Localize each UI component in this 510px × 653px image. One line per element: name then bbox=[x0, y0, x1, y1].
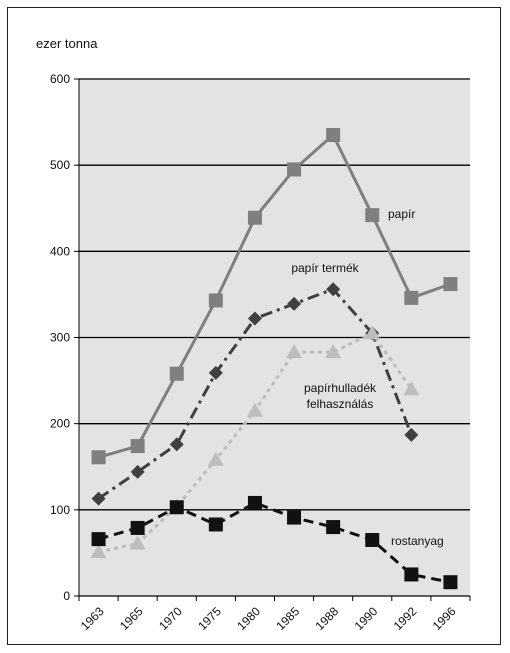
series-label: papír termék bbox=[291, 261, 359, 275]
data-point-diamond bbox=[208, 365, 223, 380]
data-point-square bbox=[287, 162, 302, 177]
data-point-square bbox=[91, 532, 106, 547]
data-point-square bbox=[208, 517, 223, 532]
y-tick-label: 0 bbox=[63, 589, 70, 603]
y-axis-unit-label: ezer tonna bbox=[36, 36, 98, 51]
x-tick-label: 1965 bbox=[117, 604, 146, 633]
data-point-diamond bbox=[247, 311, 262, 326]
y-tick-label: 100 bbox=[50, 503, 70, 517]
data-point-triangle bbox=[246, 402, 263, 417]
x-tick-label: 1985 bbox=[273, 604, 302, 633]
series-labels: papír papír termék papírhulladék felhasznál… bbox=[291, 207, 443, 548]
data-point-square bbox=[169, 366, 184, 381]
data-point-square bbox=[326, 128, 341, 143]
data-point-triangle bbox=[364, 325, 381, 340]
series-line bbox=[98, 133, 451, 459]
data-point-square bbox=[91, 450, 106, 465]
data-point-triangle bbox=[325, 344, 342, 359]
series-line bbox=[98, 501, 451, 584]
data-point-square bbox=[326, 520, 341, 535]
x-tick-label: 1996 bbox=[430, 604, 459, 633]
data-point-diamond bbox=[91, 491, 106, 506]
y-tick-label: 600 bbox=[50, 72, 70, 86]
data-point-square bbox=[130, 439, 145, 454]
data-point-diamond bbox=[130, 464, 145, 479]
series-label: papír bbox=[388, 207, 415, 221]
data-point-square bbox=[130, 520, 145, 535]
x-tick-label: 1970 bbox=[156, 604, 185, 633]
data-point-square bbox=[208, 293, 223, 308]
data-point-square bbox=[247, 210, 262, 225]
y-tick-label: 200 bbox=[50, 417, 70, 431]
data-point-square bbox=[404, 290, 419, 305]
data-point-triangle bbox=[90, 544, 107, 559]
x-tick-label: 1992 bbox=[391, 604, 420, 633]
series-markers bbox=[90, 128, 458, 590]
data-point-triangle bbox=[403, 381, 420, 396]
data-point-square bbox=[404, 567, 419, 582]
data-point-diamond bbox=[326, 282, 341, 297]
data-point-triangle bbox=[129, 535, 146, 550]
series-label: papírhulladék felhasználás bbox=[304, 381, 377, 411]
y-tick-label: 400 bbox=[50, 244, 70, 258]
data-point-square bbox=[365, 532, 380, 547]
series-label: rostanyag bbox=[391, 534, 444, 548]
data-point-square bbox=[287, 510, 302, 525]
gridlines bbox=[79, 78, 470, 511]
y-tick-label: 300 bbox=[50, 331, 70, 345]
x-tick-label: 1988 bbox=[312, 604, 341, 633]
data-point-square bbox=[443, 575, 458, 590]
y-tick-label: 500 bbox=[50, 158, 70, 172]
data-point-diamond bbox=[404, 427, 419, 442]
x-tick-label: 1975 bbox=[195, 604, 224, 633]
x-tick-label: 1963 bbox=[78, 604, 107, 633]
data-point-triangle bbox=[286, 344, 303, 359]
data-point-square bbox=[365, 208, 380, 223]
data-point-diamond bbox=[169, 437, 184, 452]
x-tick-label: 1990 bbox=[352, 604, 381, 633]
x-tick-label: 1980 bbox=[234, 604, 263, 633]
data-point-diamond bbox=[287, 296, 302, 311]
data-point-square bbox=[247, 495, 262, 510]
data-point-triangle bbox=[207, 451, 224, 466]
data-point-square bbox=[169, 500, 184, 515]
data-point-square bbox=[443, 277, 458, 292]
